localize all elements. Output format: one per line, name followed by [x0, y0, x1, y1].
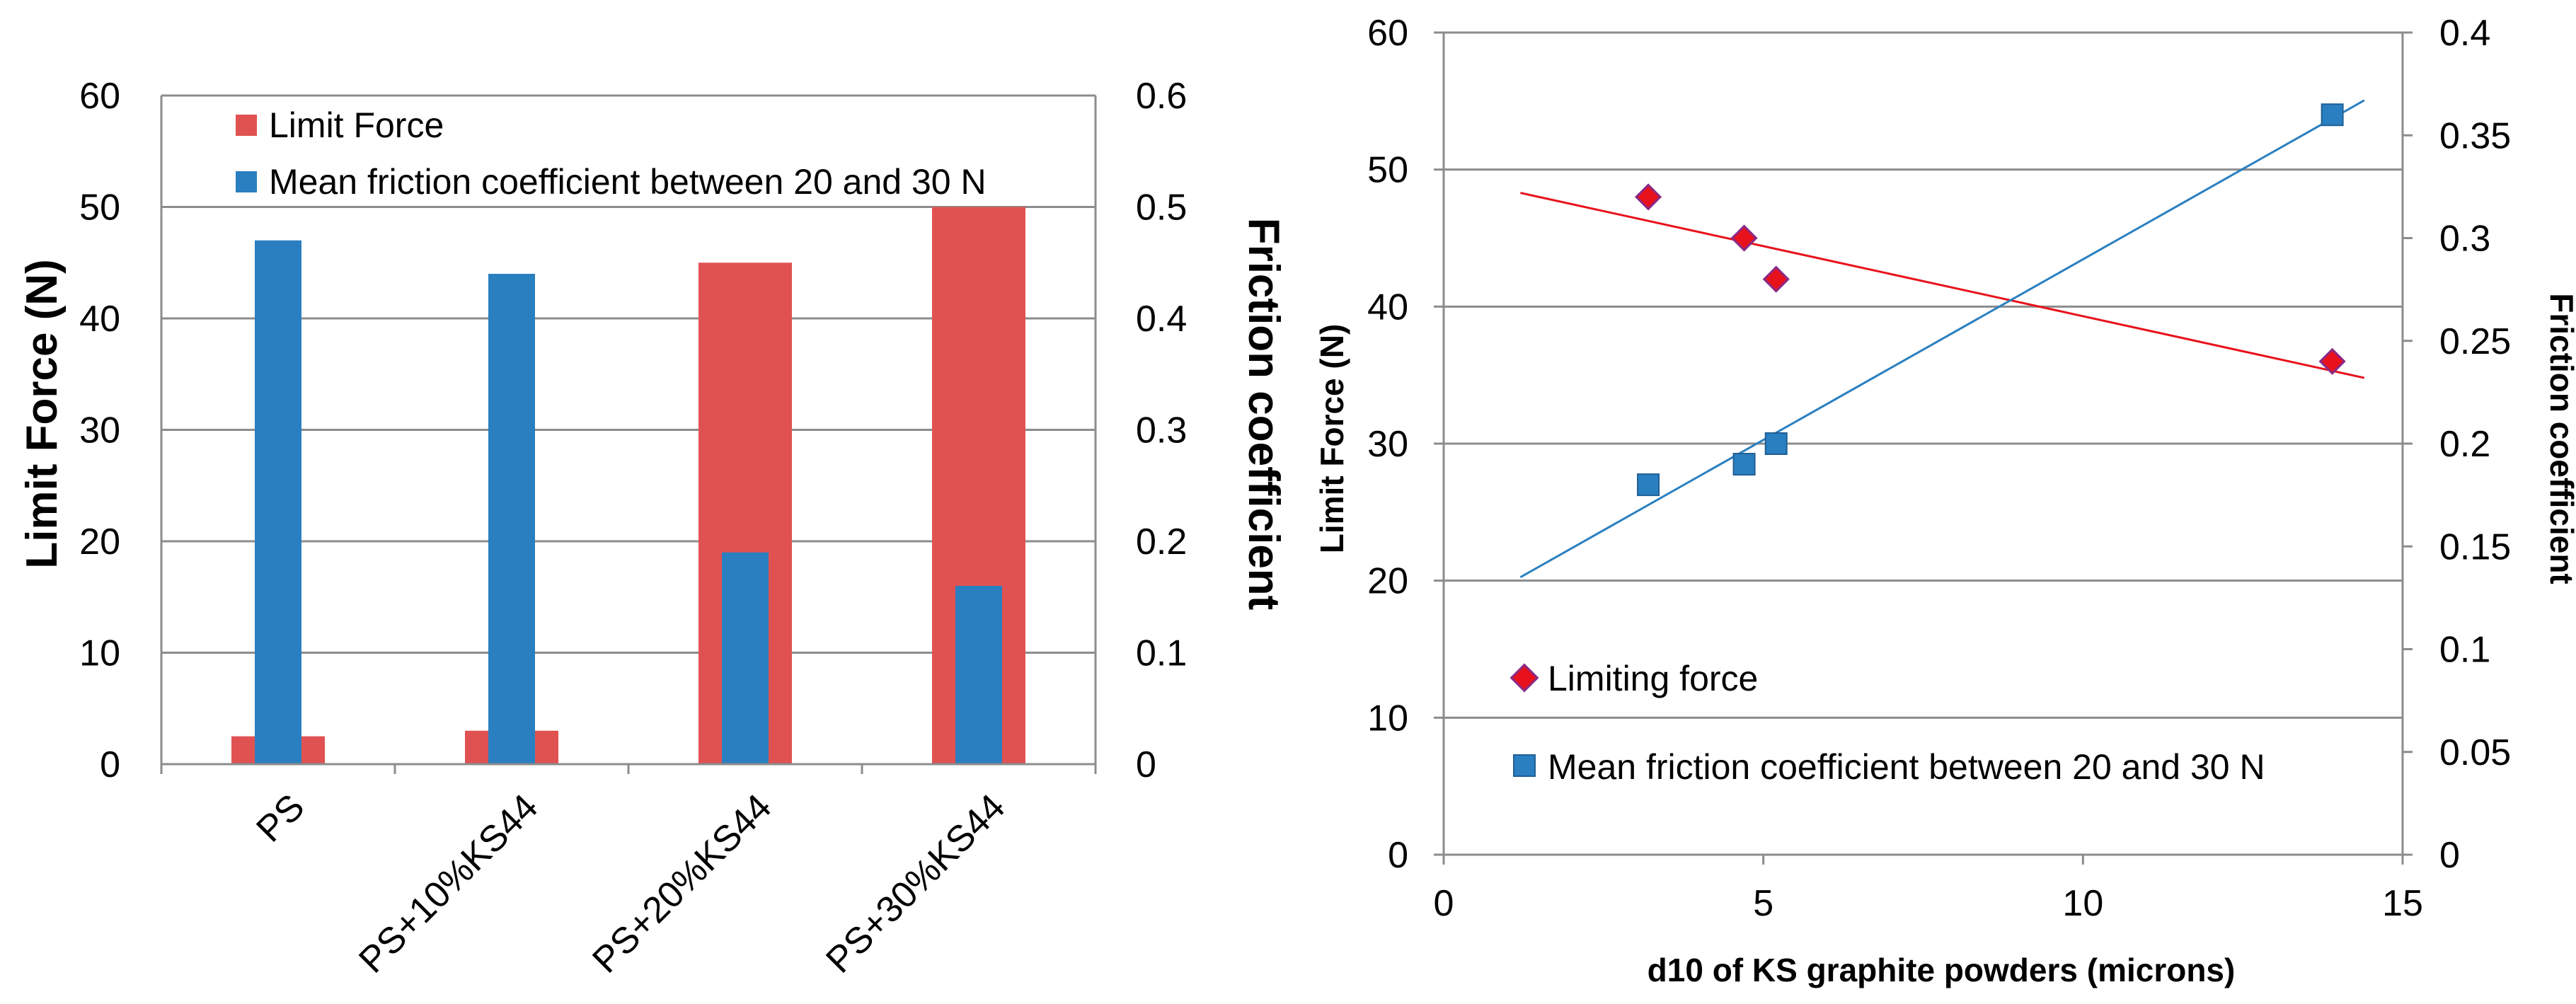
bar-friction-coefficient	[488, 274, 535, 764]
y-tick-label: 60	[79, 76, 120, 117]
legend-swatch-limit-force	[236, 115, 257, 136]
y2-tick-label: 0.1	[2439, 630, 2490, 671]
y2-axis-title: Friction coefficient	[1239, 218, 1288, 611]
trendline-limiting-force	[1520, 192, 2365, 379]
y-tick-label: 50	[79, 187, 120, 229]
axes	[1434, 31, 2413, 865]
x-tick-label: 15	[2382, 883, 2423, 924]
grid-lines	[1444, 31, 2403, 719]
x-axis-title: d10 of KS graphite powders (microns)	[1648, 952, 2236, 988]
y-tick-label: 0	[100, 744, 120, 785]
x-tick-labels: PS PS+10%KS44 PS+20%KS44 PS+30%KS44	[248, 786, 1013, 981]
y-tick-label: 40	[79, 299, 120, 340]
legend-label-limiting-force: Limiting force	[1548, 659, 1758, 698]
y2-tick-label: 0.2	[1136, 521, 1187, 562]
x-tick-label: 5	[1753, 883, 1773, 924]
y-tick-label: 20	[1367, 561, 1408, 602]
y-tick-label: 20	[79, 521, 120, 562]
left-bar-chart: 0 10 20 30 40 50 60 0 0.1 0.2 0.3 0.4 0.5 0.6 PS PS+1…	[18, 76, 1288, 981]
data-points	[1634, 103, 2346, 497]
y2-tick-label: 0.2	[2439, 424, 2490, 465]
y2-tick-label: 0.3	[1136, 410, 1187, 451]
y2-tick-label: 0.4	[1136, 299, 1187, 340]
y2-axis-title: Friction coefficient	[2543, 293, 2576, 584]
y2-tick-labels: 0 0.05 0.1 0.15 0.2 0.25 0.3 0.35 0.4	[2439, 13, 2511, 876]
bar-friction-coefficient	[955, 586, 1002, 764]
legend: Limiting force Mean friction coefficient…	[1510, 659, 2265, 787]
y2-tick-label: 0.1	[1136, 633, 1187, 674]
y2-tick-label: 0.3	[2439, 219, 2490, 260]
y2-tick-label: 0	[2439, 835, 2460, 876]
y-tick-label: 10	[79, 633, 120, 674]
legend-label-friction: Mean friction coefficient between 20 and…	[1548, 747, 2265, 787]
y2-tick-label: 0.25	[2439, 321, 2511, 362]
x-tick-label: PS	[248, 786, 312, 850]
axes	[160, 96, 1097, 774]
y-tick-label: 10	[1367, 698, 1408, 739]
y-tick-label: 60	[1367, 13, 1408, 54]
y-tick-label: 0	[1388, 835, 1408, 876]
point-friction-coefficient	[1732, 453, 1756, 476]
y-axis-title: Limit Force (N)	[18, 259, 67, 568]
y-axis-title: Limit Force (N)	[1313, 324, 1350, 554]
trendline-friction-coefficient	[1519, 99, 2365, 579]
y2-tick-label: 0.6	[1136, 76, 1187, 117]
y2-tick-label: 0.4	[2439, 13, 2490, 54]
y-tick-label: 30	[1367, 424, 1408, 465]
y2-tick-label: 0.15	[2439, 526, 2511, 567]
bar-friction-coefficient	[722, 552, 769, 764]
legend-label-friction: Mean friction coefficient between 20 and…	[269, 162, 987, 202]
x-tick-label: PS+30%KS44	[818, 786, 1013, 981]
y2-tick-labels: 0 0.1 0.2 0.3 0.4 0.5 0.6	[1136, 76, 1187, 785]
legend-label-limit-force: Limit Force	[269, 105, 444, 145]
legend: Limit Force Mean friction coefficient be…	[236, 105, 987, 202]
x-tick-label: 10	[2062, 883, 2103, 924]
y2-tick-label: 0.5	[1136, 187, 1187, 229]
x-tick-label: PS+20%KS44	[585, 786, 779, 981]
legend-swatch-friction	[236, 171, 257, 192]
y-tick-labels: 0 10 20 30 40 50 60	[79, 76, 120, 785]
point-friction-coefficient	[2321, 103, 2344, 127]
point-limiting-force	[1634, 183, 1662, 211]
y2-tick-label: 0.35	[2439, 115, 2511, 156]
y-tick-labels: 0 10 20 30 40 50 60	[1367, 13, 1408, 876]
x-tick-label: PS+10%KS44	[351, 786, 546, 981]
x-tick-label: 0	[1434, 883, 1454, 924]
trendlines	[1519, 99, 2365, 579]
bars	[231, 207, 1025, 764]
y-tick-label: 50	[1367, 150, 1408, 191]
y2-tick-label: 0	[1136, 744, 1156, 785]
point-limiting-force	[1730, 224, 1758, 252]
point-limiting-force	[2318, 347, 2346, 375]
bar-friction-coefficient	[255, 240, 301, 764]
point-friction-coefficient	[1637, 473, 1660, 497]
y2-tick-label: 0.05	[2439, 732, 2511, 773]
point-friction-coefficient	[1764, 432, 1788, 455]
y-tick-label: 40	[1367, 287, 1408, 328]
point-limiting-force	[1762, 265, 1790, 293]
x-tick-labels: 0 5 10 15	[1434, 883, 2423, 924]
legend-marker-limiting-force	[1510, 663, 1539, 693]
y-tick-label: 30	[79, 410, 120, 451]
legend-marker-friction	[1513, 754, 1536, 777]
